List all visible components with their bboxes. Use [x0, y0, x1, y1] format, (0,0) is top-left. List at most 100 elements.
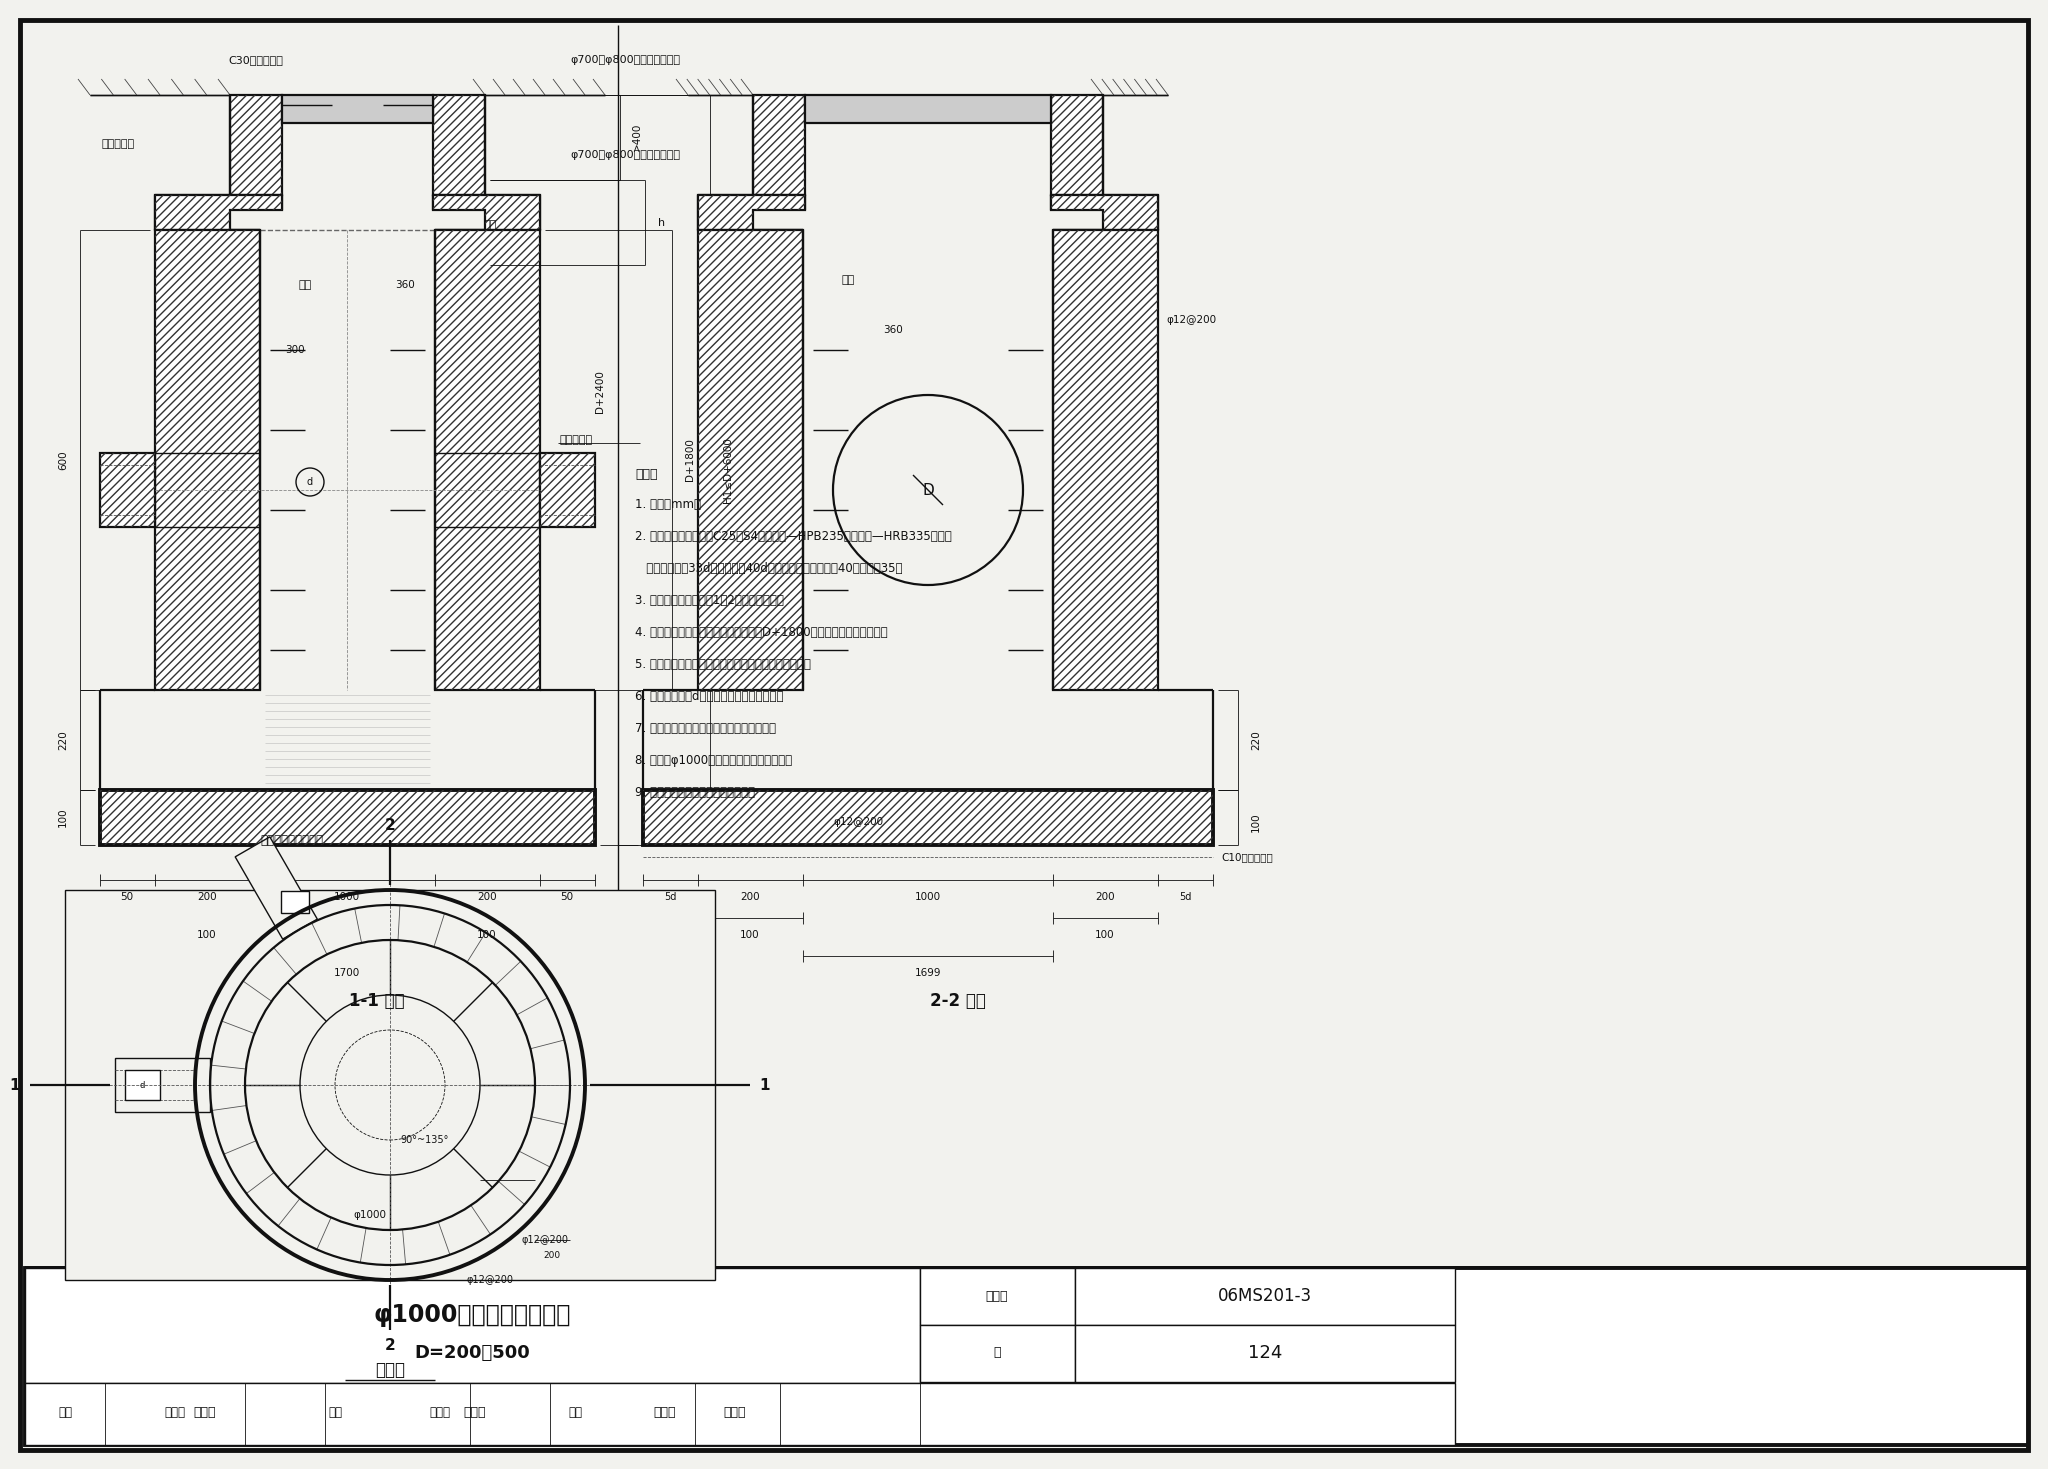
Polygon shape [643, 790, 1212, 845]
Polygon shape [156, 231, 260, 690]
Text: 06MS201-3: 06MS201-3 [1219, 1287, 1313, 1304]
Text: φ12@200: φ12@200 [522, 1235, 569, 1246]
Text: C30混凝土井圈: C30混凝土井圈 [229, 54, 283, 65]
Polygon shape [754, 95, 805, 195]
Text: 踏步: 踏步 [842, 275, 854, 285]
Text: 50: 50 [121, 892, 133, 902]
Text: 3. 座浆、抹三角灰均用1：2防水水泥砂浆。: 3. 座浆、抹三角灰均用1：2防水水泥砂浆。 [635, 593, 784, 607]
Polygon shape [1053, 231, 1157, 690]
Polygon shape [698, 231, 803, 690]
Text: 温丽晖: 温丽晖 [653, 1406, 676, 1419]
Text: 顶平接入支管见说明: 顶平接入支管见说明 [260, 833, 324, 846]
Text: 9. 井简及井盖的安装做法见局简图。: 9. 井简及井盖的安装做法见局简图。 [635, 786, 756, 799]
Text: 100: 100 [1251, 812, 1262, 831]
Text: 2: 2 [385, 1337, 395, 1353]
Text: 孟兆东: 孟兆东 [430, 1406, 451, 1419]
Text: 1: 1 [10, 1077, 20, 1093]
Text: 5d: 5d [1180, 892, 1192, 902]
Text: 2: 2 [385, 818, 395, 833]
Text: 1699: 1699 [915, 968, 942, 978]
Text: 1700: 1700 [334, 968, 360, 978]
Text: 王花东: 王花东 [463, 1406, 485, 1419]
Text: 124: 124 [1247, 1344, 1282, 1362]
Bar [1075, 1268, 1454, 1325]
Text: 7. 本沉泥井还适用于排水管道据渎汉水用。: 7. 本沉泥井还适用于排水管道据渎汉水用。 [635, 721, 776, 734]
Text: 1. 单位：mm。: 1. 单位：mm。 [635, 498, 700, 511]
Text: D: D [922, 482, 934, 498]
Text: 2-2 剖面: 2-2 剖面 [930, 992, 985, 1011]
Polygon shape [432, 195, 541, 231]
Text: >400: >400 [633, 123, 641, 151]
Polygon shape [100, 790, 596, 845]
Bar [25, 1268, 2028, 1445]
Text: 1-1 剖面: 1-1 剖面 [350, 992, 406, 1011]
Text: 5d: 5d [664, 892, 676, 902]
Text: 100: 100 [57, 806, 68, 827]
Text: 300: 300 [285, 345, 305, 355]
Text: 100: 100 [477, 930, 498, 940]
Polygon shape [156, 195, 283, 231]
Bar [1075, 1325, 1454, 1382]
Text: 平面图: 平面图 [375, 1360, 406, 1379]
Text: D=200～500: D=200～500 [414, 1344, 530, 1362]
Text: 1000: 1000 [915, 892, 942, 902]
Bar [125, 1069, 160, 1100]
Text: h: h [657, 217, 666, 228]
Text: 校对: 校对 [328, 1406, 342, 1419]
Text: 设计: 设计 [567, 1406, 582, 1419]
Bar [66, 890, 715, 1279]
Text: 360: 360 [395, 281, 416, 289]
Text: 100: 100 [197, 930, 217, 940]
Polygon shape [432, 95, 485, 195]
Text: 200: 200 [739, 892, 760, 902]
Polygon shape [100, 452, 156, 527]
Text: D+1800: D+1800 [684, 439, 694, 482]
Text: C10混凝土垫层: C10混凝土垫层 [1221, 852, 1272, 862]
Text: 页: 页 [993, 1347, 1001, 1359]
Text: 90°~135°: 90°~135° [401, 1136, 449, 1144]
Text: 5. 接入支管超据部分用级配砂石、混凝土或砖塡填实。: 5. 接入支管超据部分用级配砂石、混凝土或砖塡填实。 [635, 658, 811, 671]
Polygon shape [236, 837, 317, 939]
Text: φ12@200: φ12@200 [467, 1275, 514, 1285]
Text: 4. 井室高度自管底至盖板底静高一般为D+1800，埋深不足时适情减少。: 4. 井室高度自管底至盖板底静高一般为D+1800，埋深不足时适情减少。 [635, 626, 887, 639]
Text: 2. 井壁及底板混凝土为C25、S4；钉笻中—HPB235级钉、乙—HRB335级钉；: 2. 井壁及底板混凝土为C25、S4；钉笻中—HPB235级钉、乙—HRB335… [635, 530, 952, 544]
Polygon shape [229, 95, 283, 195]
Text: 踏步: 踏步 [299, 281, 311, 289]
Text: 200: 200 [197, 892, 217, 902]
Text: 温丽晖: 温丽晖 [723, 1406, 745, 1419]
Text: φ700或φ800预制混凝土井筒: φ700或φ800预制混凝土井筒 [569, 150, 680, 160]
Polygon shape [805, 95, 1051, 123]
Text: 200: 200 [543, 1250, 561, 1259]
Text: 1: 1 [760, 1077, 770, 1093]
Text: 200: 200 [1096, 892, 1114, 902]
Polygon shape [434, 231, 541, 690]
Text: 管外壁凿毛: 管外壁凿毛 [559, 435, 594, 445]
Polygon shape [115, 1058, 211, 1112]
Polygon shape [283, 95, 432, 123]
Text: 8. 盖板见φ1000图形雨污水检查井盖板图。: 8. 盖板见φ1000图形雨污水检查井盖板图。 [635, 754, 793, 767]
Text: 图集号: 图集号 [985, 1290, 1008, 1303]
Text: φ12@200: φ12@200 [834, 817, 883, 827]
Text: 360: 360 [883, 325, 903, 335]
Text: φ1000圆形混凝土沉泥井: φ1000圆形混凝土沉泥井 [373, 1303, 571, 1327]
Polygon shape [1051, 195, 1157, 231]
Text: 说明：: 说明： [635, 469, 657, 480]
Bar [25, 1268, 920, 1382]
Polygon shape [541, 452, 596, 527]
Text: φ1000: φ1000 [354, 1210, 387, 1219]
Polygon shape [1051, 95, 1104, 195]
Text: 100: 100 [739, 930, 760, 940]
Text: 座浆: 座浆 [483, 220, 496, 231]
Text: φ700或φ800钓铁井盖及支座: φ700或φ800钓铁井盖及支座 [569, 54, 680, 65]
Bar [281, 892, 309, 914]
Text: 王镶山: 王镶山 [164, 1406, 186, 1419]
Text: 混凝土盖板: 混凝土盖板 [102, 140, 135, 148]
Text: 6. 顶平接入支管d见图形排水检查井尺寸表。: 6. 顶平接入支管d见图形排水检查井尺寸表。 [635, 690, 784, 704]
Text: 600: 600 [57, 450, 68, 470]
Text: d: d [139, 1081, 145, 1090]
Text: 吕恒山: 吕恒山 [195, 1406, 217, 1419]
Text: D+2400: D+2400 [596, 370, 604, 413]
Text: 100: 100 [1096, 930, 1114, 940]
Text: 200: 200 [477, 892, 498, 902]
Text: 审核: 审核 [57, 1406, 72, 1419]
